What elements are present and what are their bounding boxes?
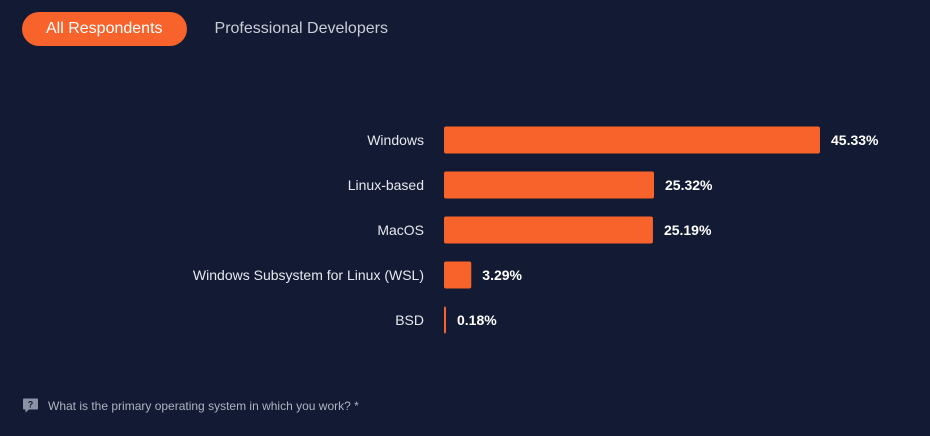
- question-text: What is the primary operating system in …: [48, 398, 359, 413]
- tab-all-respondents[interactable]: All Respondents: [22, 12, 187, 46]
- category-label-macos: MacOS: [377, 222, 424, 238]
- os-bar-chart: Windows 45.33% Linux-based 25.32% MacOS 25.19…: [193, 126, 879, 334]
- value-label-bsd: 0.18%: [457, 312, 497, 328]
- value-label-linux-based: 25.32%: [665, 177, 713, 193]
- category-label-windows-subsystem-for-linux-wsl: Windows Subsystem for Linux (WSL): [193, 267, 424, 283]
- value-label-windows-subsystem-for-linux-wsl: 3.29%: [482, 267, 522, 283]
- bar-windows[interactable]: [444, 126, 820, 154]
- category-label-bsd: BSD: [395, 312, 424, 328]
- tab-professional-developers[interactable]: Professional Developers: [214, 20, 388, 37]
- value-label-macos: 25.19%: [664, 222, 712, 238]
- value-label-windows: 45.33%: [831, 132, 879, 148]
- question-icon: ?: [23, 398, 38, 413]
- bar-windows-subsystem-for-linux-wsl[interactable]: [444, 261, 472, 289]
- svg-text:?: ?: [28, 400, 34, 410]
- bar-bsd[interactable]: [444, 306, 446, 334]
- question-footer: ? What is the primary operating system i…: [22, 397, 359, 414]
- category-label-linux-based: Linux-based: [348, 177, 424, 193]
- respondent-tabs: All Respondents Professional Developers: [22, 12, 412, 46]
- category-label-windows: Windows: [367, 132, 424, 148]
- bar-linux-based[interactable]: [444, 171, 655, 199]
- bar-macos[interactable]: [444, 216, 653, 244]
